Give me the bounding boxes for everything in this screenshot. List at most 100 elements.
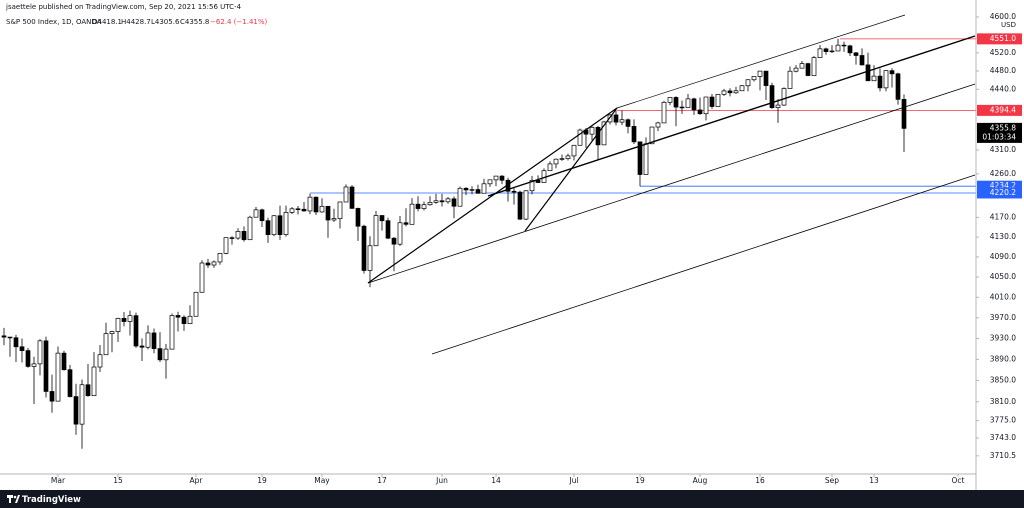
ohlc-change: −62.4 (−1.41%) xyxy=(210,18,268,26)
candle-body xyxy=(649,126,655,145)
candle-body xyxy=(259,209,265,222)
candle-body xyxy=(205,262,211,266)
candle-body xyxy=(793,67,799,72)
level-label: 4394.4 xyxy=(990,105,1016,114)
countdown: 01:03:34 xyxy=(982,132,1016,141)
candle-body xyxy=(277,215,283,235)
candle-body xyxy=(331,218,337,221)
candle-body xyxy=(397,222,403,245)
level-label: 4234.2 xyxy=(990,181,1016,190)
y-tick-label: 3775.0 xyxy=(990,416,1016,425)
level-label-box xyxy=(977,187,1022,199)
brand-logo xyxy=(7,495,20,503)
candle-body xyxy=(103,333,109,356)
candle-body xyxy=(733,90,739,94)
candle-body xyxy=(445,198,451,203)
candle-body xyxy=(181,316,187,324)
candle-body xyxy=(199,262,205,293)
candle-body xyxy=(481,183,487,194)
candle-body xyxy=(319,205,325,213)
candle-body xyxy=(697,109,703,115)
candle-body xyxy=(439,200,445,203)
trend-line xyxy=(524,107,618,232)
candle-body xyxy=(751,76,757,81)
logo-part xyxy=(7,495,13,498)
y-tick-label: 3810.0 xyxy=(990,397,1016,406)
candle-body xyxy=(127,315,133,322)
candle-body xyxy=(457,187,463,207)
candle-body xyxy=(517,191,523,220)
candle-body xyxy=(547,163,553,172)
candle-body xyxy=(901,99,907,129)
logo-part xyxy=(15,495,20,503)
footer xyxy=(0,490,1024,508)
candle-body xyxy=(667,97,673,103)
candle-body xyxy=(673,97,679,108)
trend-line xyxy=(487,35,976,197)
y-tick-label: 4310.0 xyxy=(990,145,1016,154)
candle-body xyxy=(31,363,37,367)
candle-body xyxy=(373,215,379,247)
candle-body xyxy=(571,144,577,157)
candle-body xyxy=(109,331,115,334)
candle-body xyxy=(223,237,229,254)
candle-body xyxy=(13,337,19,348)
ohlc-close: C4355.8 xyxy=(180,18,209,26)
candle-body xyxy=(715,93,721,107)
candle-body xyxy=(289,208,295,213)
candle-body xyxy=(133,315,139,347)
candle-body xyxy=(625,119,631,127)
publish-info: jsaettele published on TradingView.com, … xyxy=(5,3,242,11)
ohlc-low: L4305.6 xyxy=(151,18,180,26)
candle-body xyxy=(253,209,259,218)
y-tick-label: 4440.0 xyxy=(990,84,1016,93)
candle-body xyxy=(589,126,595,135)
candle-body xyxy=(865,64,871,82)
candle-body xyxy=(265,220,271,236)
logo-part xyxy=(9,497,11,503)
candle-body xyxy=(709,96,715,107)
last-price-label: 4355.8 xyxy=(990,123,1016,132)
candle-body xyxy=(301,208,307,212)
candle-body xyxy=(271,215,277,236)
candle-body xyxy=(283,212,289,235)
candle-body xyxy=(631,126,637,143)
last-price-box xyxy=(977,122,1022,143)
candle-body xyxy=(757,70,763,77)
candle-body xyxy=(889,70,895,75)
candle-body xyxy=(169,315,175,350)
candle-body xyxy=(727,90,733,94)
candle-body xyxy=(1,335,7,338)
y-tick-label: 4090.0 xyxy=(990,252,1016,261)
candle-body xyxy=(151,332,157,349)
candle-body xyxy=(769,85,775,108)
candle-body xyxy=(391,237,397,245)
candle-body xyxy=(241,231,247,241)
candle-body xyxy=(763,70,769,86)
candle-body xyxy=(325,205,331,221)
candle-body xyxy=(871,75,877,82)
y-tick-label: 4600.0 xyxy=(990,12,1016,21)
price-scale: 4600.0 4520.0 4480.0 4440.0 4310.0 4260.0 4170… xyxy=(976,12,1022,460)
candle-body xyxy=(685,98,691,108)
logo-part xyxy=(13,495,17,499)
candle-body xyxy=(79,384,85,425)
candle-body xyxy=(691,98,697,111)
brand[interactable]: TradingView xyxy=(22,495,81,505)
candle-body xyxy=(661,101,667,124)
x-tick-label: Aug xyxy=(693,476,708,485)
candle-body xyxy=(721,90,727,95)
plot-area xyxy=(1,38,976,449)
candle-body xyxy=(817,48,823,58)
time-scale: Mar 15 Apr 19 May 17 Jun 14 Jul 19 Aug 16 Sep 13 Oct xyxy=(51,474,965,485)
y-tick-label: 4260.0 xyxy=(990,169,1016,178)
candle-body xyxy=(91,366,97,397)
y-tick-label: 3710.5 xyxy=(990,451,1016,460)
candle-body xyxy=(559,158,565,160)
x-tick-label: Jul xyxy=(568,476,578,485)
candle-body xyxy=(427,201,433,206)
currency: USD xyxy=(1001,21,1016,29)
trend-line xyxy=(367,107,618,284)
x-tick-label: 19 xyxy=(257,476,267,485)
candle-body xyxy=(139,345,145,348)
